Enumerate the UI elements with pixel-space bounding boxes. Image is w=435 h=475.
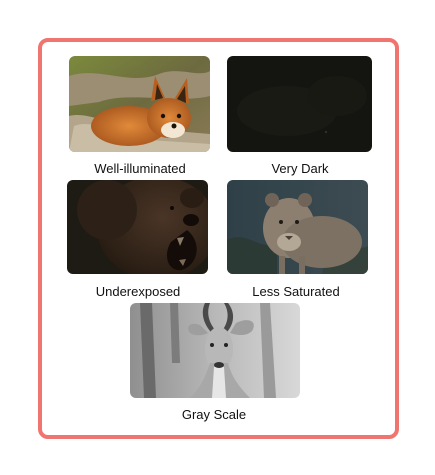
- antelope-photo: [130, 303, 300, 398]
- panel-label: Very Dark: [271, 161, 329, 176]
- panel-label: Less Saturated: [252, 284, 340, 299]
- panel-label: Underexposed: [95, 284, 181, 299]
- fox-photo: [69, 56, 210, 152]
- panel-label: Gray Scale: [181, 407, 247, 422]
- bear-photo: [67, 180, 208, 274]
- panel-label: Well-illuminated: [94, 161, 186, 176]
- dark-photo: [227, 56, 372, 152]
- lioness-photo: [227, 180, 368, 274]
